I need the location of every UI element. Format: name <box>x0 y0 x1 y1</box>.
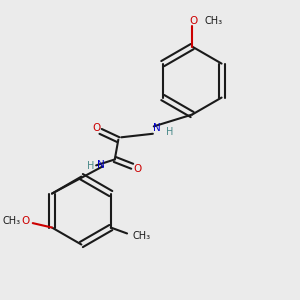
Text: O: O <box>190 16 198 26</box>
Text: CH₃: CH₃ <box>205 16 223 26</box>
Text: O: O <box>92 123 100 133</box>
Text: N: N <box>97 160 104 170</box>
Text: H: H <box>87 161 95 171</box>
Text: O: O <box>134 164 142 174</box>
Text: O: O <box>22 216 30 226</box>
Text: CH₃: CH₃ <box>3 216 21 226</box>
Text: N: N <box>153 123 160 133</box>
Text: H: H <box>166 127 174 137</box>
Text: CH₃: CH₃ <box>133 231 151 241</box>
